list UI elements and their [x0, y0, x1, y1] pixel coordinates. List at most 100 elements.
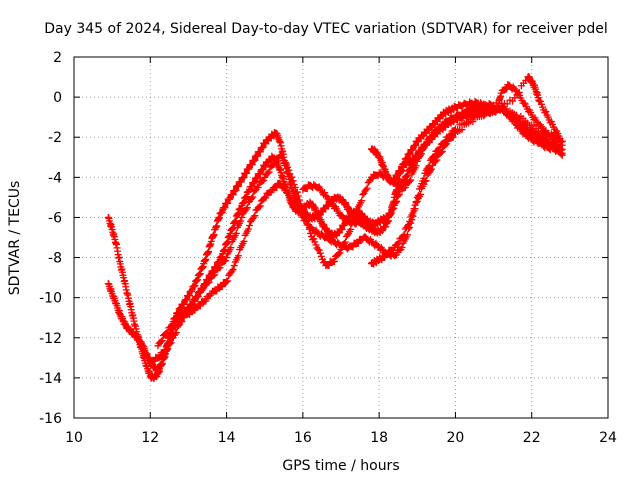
- interpolated-point: [362, 186, 370, 194]
- interpolated-point: [395, 239, 403, 247]
- interpolated-point: [202, 297, 210, 305]
- data-point: [482, 109, 490, 117]
- interpolated-point: [427, 165, 435, 173]
- interpolated-point: [180, 314, 188, 322]
- interpolated-point: [431, 152, 439, 160]
- interpolated-point: [359, 216, 367, 224]
- interpolated-point: [469, 118, 477, 126]
- interpolated-point: [335, 250, 343, 258]
- interpolated-point: [433, 156, 441, 164]
- interpolated-point: [422, 177, 430, 185]
- interpolated-point: [515, 88, 523, 96]
- interpolated-point: [218, 283, 226, 291]
- interpolated-point: [424, 139, 432, 147]
- interpolated-point: [351, 213, 359, 221]
- interpolated-point: [330, 257, 338, 265]
- data-point: [436, 143, 444, 151]
- interpolated-point: [426, 167, 434, 175]
- interpolated-point: [296, 196, 304, 204]
- interpolated-point: [303, 185, 311, 193]
- interpolated-point: [403, 222, 411, 230]
- interpolated-point: [249, 193, 257, 201]
- y-tick-label: -16: [39, 411, 62, 427]
- interpolated-point: [256, 202, 264, 210]
- interpolated-point: [359, 191, 367, 199]
- interpolated-point: [336, 249, 344, 257]
- data-point: [558, 151, 566, 159]
- interpolated-point: [254, 184, 262, 192]
- interpolated-point: [229, 265, 237, 273]
- x-tick-label: 14: [218, 430, 236, 446]
- interpolated-point: [358, 197, 366, 205]
- interpolated-point: [172, 329, 180, 337]
- interpolated-point: [349, 243, 357, 251]
- interpolated-point: [354, 239, 362, 247]
- data-point: [223, 254, 231, 262]
- interpolated-point: [260, 176, 268, 184]
- interpolated-point: [294, 192, 302, 200]
- interpolated-point: [293, 188, 301, 196]
- interpolated-point: [399, 232, 407, 240]
- data-point: [558, 137, 566, 145]
- data-point: [406, 177, 414, 185]
- interpolated-point: [216, 264, 224, 272]
- interpolated-point: [242, 205, 250, 213]
- interpolated-point: [271, 160, 279, 168]
- interpolated-point: [419, 146, 427, 154]
- data-point: [162, 346, 170, 354]
- x-axis-label: GPS time / hours: [282, 458, 399, 474]
- interpolated-point: [412, 162, 420, 170]
- interpolated-point: [250, 213, 258, 221]
- interpolated-point: [363, 184, 371, 192]
- series-track-g: [299, 181, 368, 228]
- y-tick-label: -8: [48, 251, 62, 267]
- interpolated-point: [237, 217, 245, 225]
- interpolated-point: [401, 184, 409, 192]
- interpolated-point: [244, 225, 252, 233]
- interpolated-point: [283, 160, 291, 168]
- x-tick-label: 16: [294, 430, 312, 446]
- data-point: [398, 244, 406, 252]
- interpolated-point: [264, 169, 272, 177]
- interpolated-point: [311, 238, 319, 246]
- data-point: [238, 213, 246, 221]
- x-tick-label: 22: [523, 430, 541, 446]
- interpolated-point: [157, 337, 165, 345]
- interpolated-point: [325, 261, 333, 269]
- interpolated-point: [164, 329, 172, 337]
- interpolated-point: [417, 190, 425, 198]
- interpolated-point: [211, 271, 219, 279]
- interpolated-point: [488, 102, 496, 110]
- x-tick-label: 12: [141, 430, 159, 446]
- interpolated-point: [248, 194, 256, 202]
- series-track-e: [368, 81, 566, 268]
- data-point: [322, 191, 330, 199]
- interpolated-point: [412, 199, 420, 207]
- y-tick-label: 0: [53, 90, 62, 106]
- interpolated-point: [240, 237, 248, 245]
- y-tick-label: -12: [39, 331, 62, 347]
- interpolated-point: [262, 194, 270, 202]
- chart-title: Day 345 of 2024, Sidereal Day-to-day VTE…: [44, 21, 608, 37]
- interpolated-point: [288, 173, 296, 181]
- interpolated-point: [369, 174, 377, 182]
- interpolated-point: [232, 229, 240, 237]
- interpolated-point: [189, 300, 197, 308]
- interpolated-point: [344, 231, 352, 239]
- x-tick-label: 10: [65, 430, 83, 446]
- interpolated-point: [449, 133, 457, 141]
- interpolated-point: [315, 246, 323, 254]
- x-tick-label: 20: [447, 430, 465, 446]
- interpolated-point: [224, 277, 232, 285]
- interpolated-point: [407, 176, 415, 184]
- interpolated-point: [156, 353, 164, 361]
- plot-frame: [73, 56, 609, 419]
- interpolated-point: [158, 337, 166, 345]
- interpolated-point: [405, 221, 413, 229]
- data-point: [413, 151, 421, 159]
- x-tick-label: 18: [370, 430, 388, 446]
- interpolated-point: [384, 250, 392, 258]
- interpolated-point: [450, 115, 458, 123]
